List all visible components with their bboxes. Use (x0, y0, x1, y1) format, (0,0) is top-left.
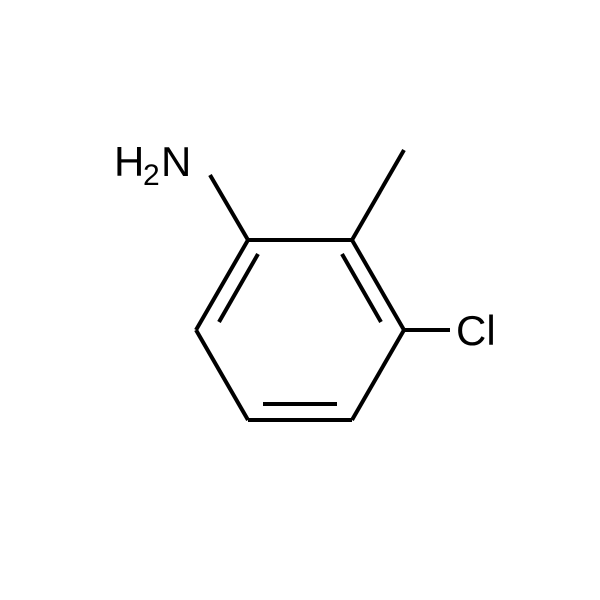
amine-label-0: H (114, 138, 144, 185)
molecule-diagram: H2N Cl (0, 0, 600, 600)
chloro-label-0: Cl (456, 307, 496, 354)
amine-label-2: N (161, 138, 191, 185)
amine-bond (210, 175, 248, 240)
ring-bond-2 (352, 330, 404, 420)
methyl-bond (352, 150, 404, 240)
ring-double-0 (219, 254, 258, 322)
amine-label-1: 2 (143, 159, 160, 192)
ring-bond-4 (196, 330, 248, 420)
ring-double-1 (342, 254, 381, 322)
